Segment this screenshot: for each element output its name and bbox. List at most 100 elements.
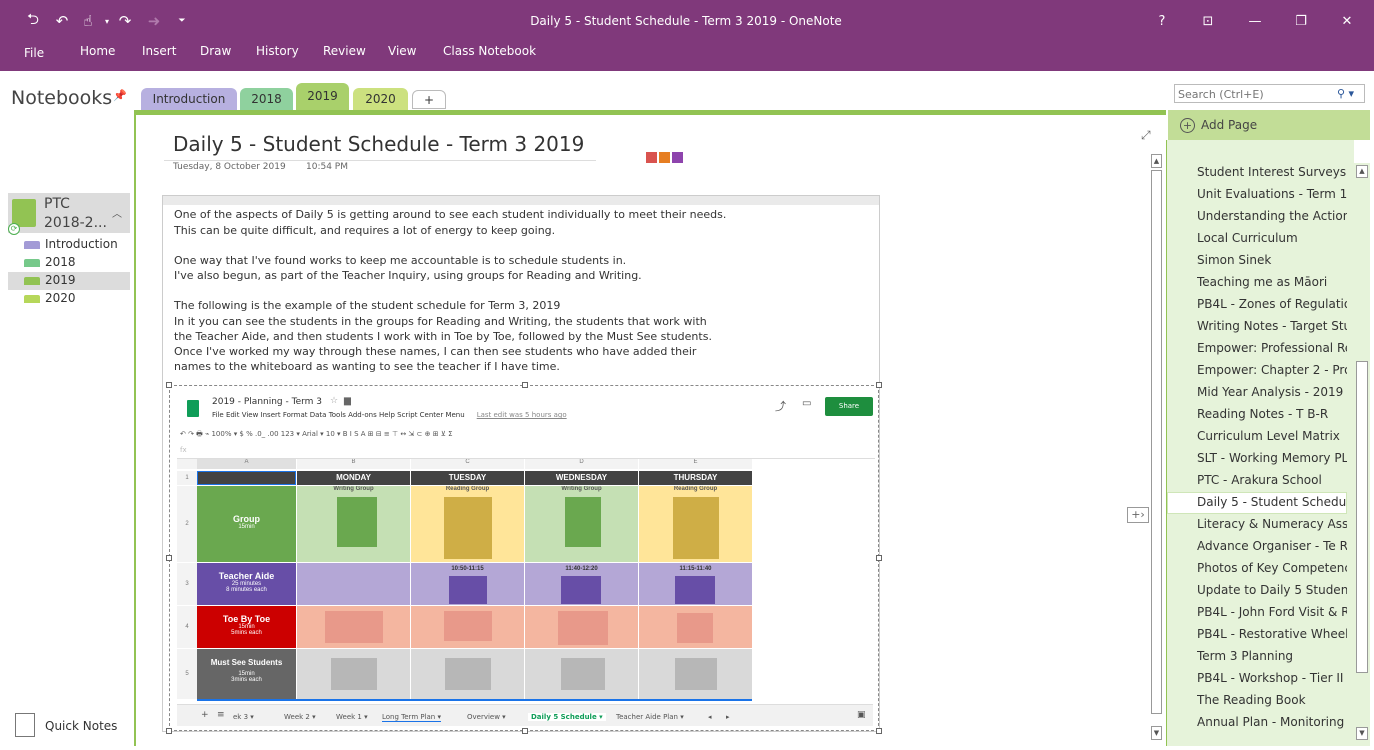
paragraph[interactable]: In it you can see the students in the gr… [174, 315, 707, 328]
search-icon[interactable]: ⚲ ▾ [1337, 87, 1355, 100]
page-item[interactable]: PB4L - Zones of Regulatio [1197, 297, 1347, 311]
page-item[interactable]: PB4L - John Ford Visit & R [1197, 605, 1347, 619]
tab-history[interactable]: History [256, 44, 299, 58]
page-item[interactable]: PB4L - Restorative Wheel [1197, 627, 1347, 641]
resize-handle[interactable] [166, 555, 172, 561]
note-container[interactable]: One of the aspects of Daily 5 is getting… [162, 195, 882, 734]
tab-class-notebook[interactable]: Class Notebook [443, 44, 537, 58]
page-scrollbar[interactable]: ▲ ▼ [1149, 154, 1164, 742]
page-item[interactable]: Mid Year Analysis - 2019 [1197, 385, 1344, 399]
tab-home[interactable]: Home [80, 44, 116, 58]
names-block [561, 576, 601, 604]
page-item[interactable]: Update to Daily 5 Student [1197, 583, 1347, 597]
resize-handle[interactable] [876, 728, 882, 734]
search-box[interactable]: ⚲ ▾ [1174, 84, 1365, 103]
section-2018[interactable]: 2018 [8, 254, 130, 272]
scroll-thumb[interactable] [1151, 170, 1162, 714]
col-header: E [639, 459, 752, 469]
page-item[interactable]: Simon Sinek [1197, 253, 1272, 267]
tab-section-2018[interactable]: 2018 [240, 88, 293, 110]
page-item[interactable]: Reading Notes - T B-R [1197, 407, 1329, 421]
names-block [444, 611, 492, 641]
touch-dropdown-icon[interactable]: ▾ [104, 16, 109, 26]
note-container-handle[interactable] [163, 196, 879, 205]
paragraph[interactable]: I've also begun, as part of the Teacher … [174, 269, 642, 282]
sheet-tab: Overview ▾ [467, 713, 506, 721]
tab-view[interactable]: View [388, 44, 417, 58]
touch-mode-icon[interactable]: ☝ [83, 12, 93, 30]
add-page-button[interactable]: + Add Page [1168, 110, 1370, 140]
paragraph[interactable]: Once I've worked my way through these na… [174, 345, 697, 358]
tab-section-2019[interactable]: 2019 [296, 83, 349, 110]
paragraph[interactable]: One of the aspects of Daily 5 is getting… [174, 208, 727, 221]
header-cell [197, 471, 296, 485]
help-button[interactable]: ? [1158, 13, 1166, 29]
row-label-cell: Toe By Toe 15min 5mins each [197, 606, 296, 648]
scroll-down-icon[interactable]: ▼ [1151, 726, 1162, 740]
embedded-spreadsheet-image[interactable]: 2019 - Planning - Term 3 ☆ ▆ File Edit V… [166, 382, 882, 734]
minimize-button[interactable]: — [1248, 13, 1262, 29]
page-item[interactable]: SLT - Working Memory PL [1197, 451, 1347, 465]
expand-icon[interactable]: ⤢ [1141, 128, 1151, 142]
redo-icon[interactable]: ↷ [118, 12, 132, 30]
resize-handle[interactable] [876, 555, 882, 561]
tab-section-2020[interactable]: 2020 [353, 88, 408, 110]
scroll-up-icon[interactable]: ▲ [1356, 165, 1368, 178]
section-2019[interactable]: 2019 [8, 272, 130, 290]
page-item[interactable]: PTC - Arakura School [1197, 473, 1322, 487]
notebook-ptc[interactable]: ⟳ PTC 2018-2... ︿ [8, 193, 130, 235]
resize-handle[interactable] [166, 382, 172, 388]
back-icon[interactable]: ⮌ [26, 9, 39, 28]
quick-notes[interactable]: Quick Notes [15, 713, 130, 737]
paragraph[interactable]: One way that I've found works to keep me… [174, 254, 627, 267]
pin-icon[interactable]: 📌 [113, 89, 127, 102]
search-input[interactable] [1178, 87, 1328, 101]
scroll-thumb[interactable] [1356, 361, 1368, 673]
page-item[interactable]: Literacy & Numeracy Asse [1197, 517, 1347, 531]
page-item[interactable]: Curriculum Level Matrix [1197, 429, 1340, 443]
section-introduction[interactable]: Introduction [8, 236, 130, 254]
paragraph[interactable]: the Teacher Aide, and then students I wo… [174, 330, 712, 343]
page-item[interactable]: Advance Organiser - Te Re [1197, 539, 1347, 553]
page-item-selected[interactable]: Daily 5 - Student Schedule [1197, 495, 1347, 509]
customize-toolbar-icon[interactable]: ⏷ [178, 16, 186, 26]
resize-handle[interactable] [166, 728, 172, 734]
must-see-cell [639, 649, 752, 699]
page-item[interactable]: The Reading Book [1197, 693, 1306, 707]
page-item[interactable]: Unit Evaluations - Term 1 [1197, 187, 1347, 201]
close-button[interactable]: ✕ [1341, 13, 1353, 29]
tab-draw[interactable]: Draw [200, 44, 232, 58]
paragraph[interactable]: names to the whiteboard as wanting to se… [174, 360, 560, 373]
tab-review[interactable]: Review [323, 44, 366, 58]
page-item[interactable]: Annual Plan - Monitoring [1197, 715, 1345, 729]
section-2020[interactable]: 2020 [8, 290, 130, 308]
tab-file[interactable]: File [24, 46, 45, 60]
page-item[interactable]: Understanding the Action [1197, 209, 1347, 223]
add-section-button[interactable]: + [412, 90, 446, 109]
tab-insert[interactable]: Insert [142, 44, 177, 58]
collapse-chevron-icon[interactable]: ︿ [112, 209, 122, 220]
restore-button[interactable]: ❐ [1295, 13, 1307, 29]
page-item[interactable]: Empower: Professional Re [1197, 341, 1347, 355]
paragraph[interactable]: The following is the example of the stud… [174, 299, 561, 312]
resize-handle[interactable] [522, 728, 528, 734]
page-item[interactable]: Photos of Key Competenc [1197, 561, 1347, 575]
insert-space-icon[interactable]: +› [1127, 507, 1149, 523]
tab-section-introduction[interactable]: Introduction [141, 88, 237, 110]
paragraph[interactable]: This can be quite difficult, and require… [174, 224, 556, 237]
page-item[interactable]: Term 3 Planning [1197, 649, 1294, 663]
scroll-up-icon[interactable]: ▲ [1151, 154, 1162, 168]
page-item[interactable]: Teaching me as Māori [1197, 275, 1328, 289]
page-item[interactable]: Student Interest Surveys [1197, 165, 1347, 179]
resize-handle[interactable] [876, 382, 882, 388]
page-item[interactable]: Empower: Chapter 2 - Prof [1197, 363, 1347, 377]
page-item[interactable]: Local Curriculum [1197, 231, 1298, 245]
resize-handle[interactable] [522, 382, 528, 388]
page-title[interactable]: Daily 5 - Student Schedule - Term 3 2019 [173, 132, 585, 156]
undo-icon[interactable]: ↶ [55, 12, 69, 30]
page-list-scrollbar[interactable]: ▲ ▼ [1354, 163, 1370, 746]
page-item[interactable]: Writing Notes - Target Stu [1197, 319, 1347, 333]
page-item[interactable]: PB4L - Workshop - Tier II I [1197, 671, 1347, 685]
scroll-down-icon[interactable]: ▼ [1356, 727, 1368, 740]
full-page-view-icon[interactable]: ⊡ [1202, 13, 1214, 29]
